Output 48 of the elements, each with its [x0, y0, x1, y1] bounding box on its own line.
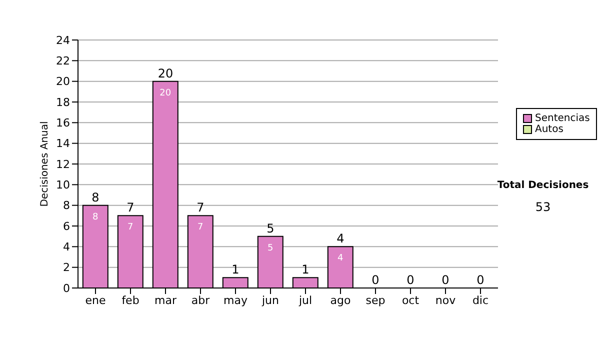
y-tick-label: 2 — [63, 261, 70, 274]
annotation: Total Decisiones — [496, 180, 590, 191]
y-tick-label: 14 — [56, 137, 70, 150]
x-tick-label: ago — [330, 294, 351, 307]
data-label: 7 — [128, 222, 134, 233]
text: 53 — [534, 200, 552, 214]
x-tick-label: sep — [366, 294, 386, 307]
total-label: 7 — [126, 200, 134, 215]
total-label: 5 — [266, 221, 274, 236]
data-label: 20 — [160, 88, 172, 98]
data-label: 5 — [268, 243, 274, 254]
total-label: 20 — [158, 66, 174, 80]
y-tick-label: 22 — [56, 54, 70, 68]
total-label: 0 — [372, 273, 380, 287]
y-tick-label: 8 — [63, 199, 70, 212]
y-tick-label: 0 — [63, 282, 70, 295]
data-label: 8 — [92, 212, 99, 222]
y-tick-label: 20 — [56, 75, 70, 88]
x-tick-label: may — [224, 294, 248, 307]
total-label: 7 — [196, 200, 204, 215]
x-tick-label: nov — [435, 294, 456, 307]
total-label: 4 — [336, 232, 344, 246]
total-label: 0 — [476, 273, 484, 287]
x-tick-label: abr — [191, 294, 210, 307]
y-tick-label: 24 — [56, 34, 70, 47]
y-tick-label: 4 — [63, 240, 70, 254]
y-axis-title: Decisiones Anual — [40, 121, 51, 207]
x-tick-label: dic — [472, 294, 489, 307]
x-tick-label: feb — [122, 294, 140, 307]
y-tick-label: 16 — [56, 116, 70, 130]
x-tick-label: mar — [154, 294, 177, 307]
total-label: 0 — [406, 273, 414, 287]
y-tick-label: 12 — [56, 158, 70, 171]
total-label: 1 — [232, 262, 240, 277]
total-label: 0 — [442, 273, 450, 287]
legend-label: Autos — [535, 124, 564, 135]
legend-label: Sentencias — [535, 113, 590, 124]
x-tick-label: ene — [85, 294, 106, 307]
x-tick-label: jun — [261, 294, 280, 307]
x-tick-label: jul — [298, 294, 312, 307]
data-label: 4 — [338, 254, 344, 264]
y-tick-label: 10 — [56, 178, 70, 192]
y-tick-label: 18 — [56, 96, 70, 109]
data-label: 7 — [198, 222, 204, 233]
total-label: 8 — [92, 190, 100, 204]
y-tick-label: 6 — [63, 220, 70, 233]
total-label: 1 — [302, 262, 310, 277]
x-tick-label: oct — [402, 294, 420, 307]
